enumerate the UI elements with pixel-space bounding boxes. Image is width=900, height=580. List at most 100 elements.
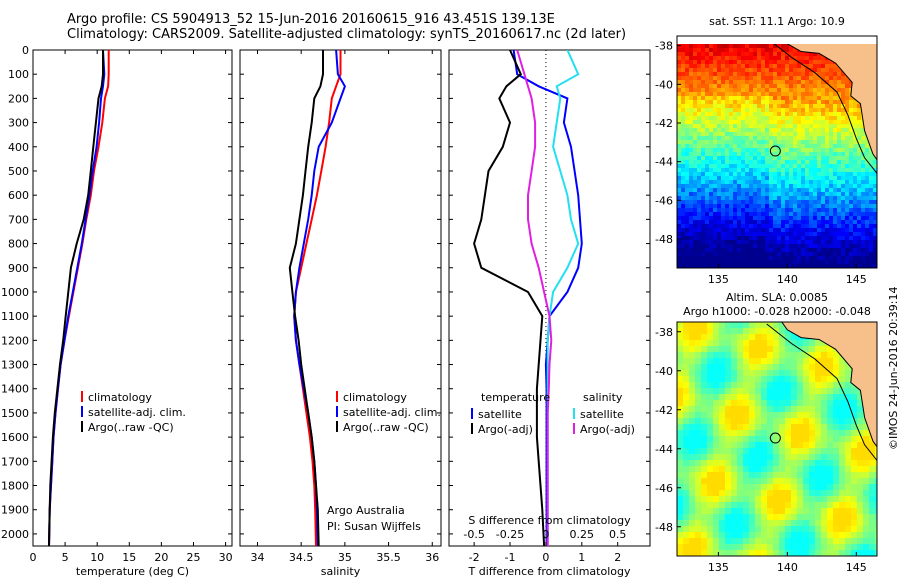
map-cell: [821, 92, 825, 96]
map-cell: [809, 364, 815, 370]
map-cell: [681, 72, 685, 76]
map-cell: [731, 472, 737, 478]
map-cell: [837, 228, 841, 232]
map-cell: [749, 472, 755, 478]
map-cell: [857, 200, 861, 204]
map-cell: [705, 116, 709, 120]
map-cell: [761, 116, 765, 120]
map-cell: [705, 108, 709, 112]
map-cell: [701, 228, 705, 232]
map-cell: [701, 112, 705, 116]
map-cell: [693, 84, 697, 88]
map-cell: [825, 80, 829, 84]
map-cell: [773, 124, 777, 128]
map-cell: [865, 224, 869, 228]
map-cell: [745, 100, 749, 104]
map-cell: [765, 204, 769, 208]
map-cell: [749, 44, 753, 48]
map-cell: [809, 418, 815, 424]
map-cell: [769, 196, 773, 200]
map-cell: [677, 172, 681, 176]
map-cell: [677, 240, 681, 244]
map-cell: [803, 490, 809, 496]
map-cell: [837, 208, 841, 212]
map-cell: [785, 60, 789, 64]
map-cell: [709, 36, 713, 40]
map-cell: [817, 152, 821, 156]
map-cell: [809, 224, 813, 228]
map-cell: [757, 236, 761, 240]
map-cell: [749, 376, 755, 382]
panel-frame: [239, 49, 442, 547]
map-cell: [839, 430, 845, 436]
map-cell: [683, 376, 689, 382]
map-cell: [857, 260, 861, 264]
map-cell: [773, 92, 777, 96]
map-cell: [767, 460, 773, 466]
map-cell: [697, 184, 701, 188]
map-cell: [709, 108, 713, 112]
map-cell: [757, 216, 761, 220]
map-cell: [709, 40, 713, 44]
map-cell: [709, 132, 713, 136]
map-cell: [821, 188, 825, 192]
map-cell: [817, 112, 821, 116]
map-cell: [853, 196, 857, 200]
map-cell: [725, 220, 729, 224]
map-cell: [829, 60, 833, 64]
map-cell: [749, 514, 755, 520]
map-cell: [733, 256, 737, 260]
map-cell: [817, 168, 821, 172]
map-cell: [825, 260, 829, 264]
map-cell: [765, 196, 769, 200]
map-cell: [861, 164, 865, 168]
map-cell: [781, 224, 785, 228]
map-cell: [729, 260, 733, 264]
map-cell: [813, 140, 817, 144]
map-cell: [701, 466, 707, 472]
map-cell: [837, 68, 841, 72]
map-cell: [713, 236, 717, 240]
map-cell: [729, 148, 733, 152]
map-cell: [721, 64, 725, 68]
map-cell: [845, 152, 849, 156]
map-cell: [827, 382, 833, 388]
map-cell: [761, 168, 765, 172]
map-cell: [857, 208, 861, 212]
map-cell: [829, 264, 833, 268]
map-cell: [791, 340, 797, 346]
map-cell: [761, 124, 765, 128]
map-cell: [857, 496, 863, 502]
map-cell: [737, 508, 743, 514]
map-cell: [769, 104, 773, 108]
map-cell: [857, 436, 863, 442]
map-cell: [845, 502, 851, 508]
map-cell: [767, 430, 773, 436]
map-cell: [695, 472, 701, 478]
map-cell: [737, 490, 743, 496]
map-cell: [861, 160, 865, 164]
map-cell: [809, 88, 813, 92]
map-cell: [777, 208, 781, 212]
map-cell: [809, 176, 813, 180]
map-cell: [761, 382, 767, 388]
map-cell: [841, 36, 845, 40]
map-cell: [821, 172, 825, 176]
map-cell: [741, 168, 745, 172]
map-cell: [769, 236, 773, 240]
map-cell: [749, 236, 753, 240]
map-cell: [749, 60, 753, 64]
map-cell: [813, 124, 817, 128]
map-cell: [865, 252, 869, 256]
map-cell: [725, 44, 729, 48]
map-cell: [757, 48, 761, 52]
map-cell: [755, 436, 761, 442]
map-cell: [839, 484, 845, 490]
map-cell: [779, 358, 785, 364]
map-cell: [821, 148, 825, 152]
map-cell: [743, 502, 749, 508]
map-cell: [755, 448, 761, 454]
map-cell: [709, 188, 713, 192]
map-cell: [701, 52, 705, 56]
map-cell: [757, 200, 761, 204]
